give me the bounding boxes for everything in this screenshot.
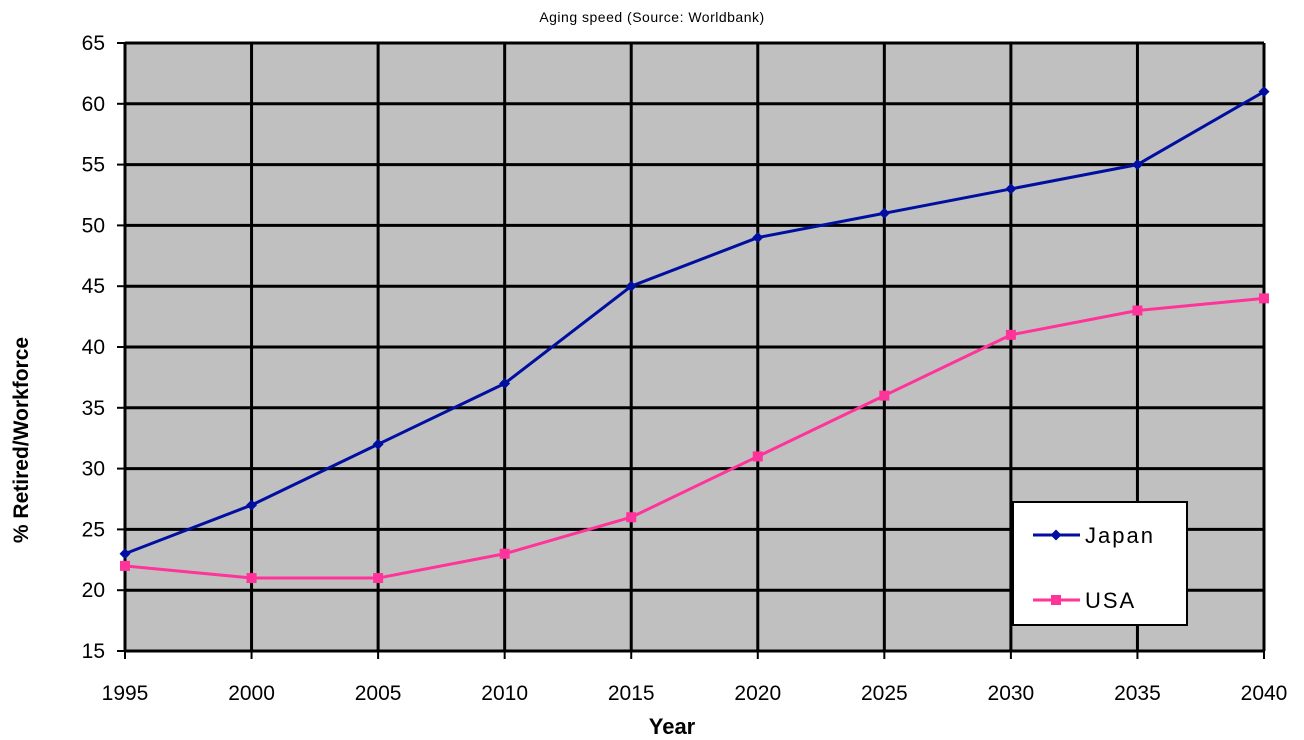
data-point-usa	[752, 451, 763, 462]
y-tick-label: 65	[82, 32, 105, 55]
series-usa	[120, 293, 1269, 584]
data-point-usa	[120, 560, 130, 571]
data-point-usa	[879, 390, 890, 401]
x-axis-title: Year	[648, 714, 696, 739]
x-tick-label: 2010	[481, 682, 528, 705]
y-tick-label: 25	[82, 518, 105, 541]
x-tick-label: 2035	[1114, 682, 1161, 705]
y-tick-label: 35	[82, 397, 105, 420]
x-tick-label: 2025	[861, 682, 908, 705]
y-tick-labels: 15 20 25 30 35 40 45 50 55 60 65	[82, 32, 105, 663]
data-point-usa	[626, 512, 637, 523]
y-tick-label: 50	[82, 214, 105, 237]
data-point-japan	[119, 548, 131, 560]
y-tick-label: 20	[82, 579, 105, 602]
legend-label-japan: Japan	[1085, 523, 1155, 548]
data-point-usa	[1132, 305, 1143, 316]
y-tick-label: 55	[82, 154, 105, 177]
data-point-japan	[1258, 86, 1270, 98]
data-point-japan	[878, 207, 890, 219]
x-tick-label: 2040	[1241, 682, 1288, 705]
x-tick-label: 2020	[734, 682, 781, 705]
data-point-usa	[499, 548, 510, 559]
data-point-japan	[625, 280, 637, 292]
data-point-usa	[246, 573, 257, 584]
x-tick-label: 2000	[228, 682, 275, 705]
x-tick-labels: 1995 2000 2005 2010 2015 2020 2025 2030 2035 2040	[102, 682, 1288, 705]
data-point-usa	[1259, 293, 1269, 304]
series-layer	[119, 86, 1270, 584]
legend-label-usa: USA	[1085, 588, 1136, 613]
grid-lines	[123, 41, 1266, 653]
data-point-japan	[1005, 183, 1017, 195]
series-line-japan	[124, 90, 1265, 556]
data-point-usa	[1005, 329, 1016, 340]
data-point-usa	[373, 573, 384, 584]
x-tick-label: 2015	[608, 682, 655, 705]
series-japan	[119, 86, 1270, 560]
data-point-japan	[1131, 159, 1143, 171]
data-point-japan	[752, 232, 764, 244]
y-tick-label: 30	[82, 458, 105, 481]
data-point-japan	[246, 499, 258, 511]
y-tick-label: 15	[82, 640, 105, 663]
x-tick-label: 1995	[102, 682, 149, 705]
legend-marker-japan	[1050, 529, 1062, 541]
legend: Japan USA	[1012, 501, 1188, 626]
x-tick-label: 2005	[355, 682, 402, 705]
legend-box	[1012, 501, 1188, 626]
legend-marker-usa	[1051, 595, 1061, 605]
data-point-japan	[372, 438, 384, 450]
y-tick-label: 40	[82, 336, 105, 359]
chart-title: Aging speed (Source: Worldbank)	[539, 9, 765, 25]
y-tick-label: 45	[82, 275, 105, 298]
x-tick-label: 2030	[988, 682, 1035, 705]
series-line-usa	[124, 296, 1265, 580]
data-point-japan	[499, 377, 511, 389]
y-tick-label: 60	[82, 93, 105, 116]
